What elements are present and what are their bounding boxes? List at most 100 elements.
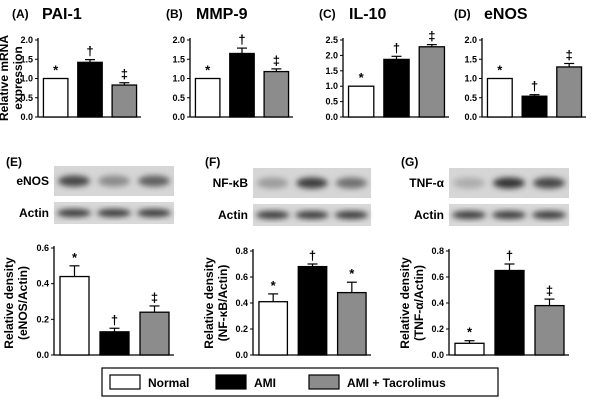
bar-normal xyxy=(194,77,221,118)
significance-mark: * xyxy=(349,266,355,281)
bar-normal xyxy=(347,85,375,118)
y-axis-label-g-line: (TNF-α/Actin) xyxy=(412,265,426,341)
y-tick-label: 0.6 xyxy=(36,243,49,253)
bar-ami xyxy=(383,58,410,118)
legend-label: AMI + Tacrolimus xyxy=(347,376,446,390)
panel-letter: (C) xyxy=(319,7,336,21)
y-tick-label: 0.5 xyxy=(464,93,477,103)
y-tick-label: 0.6 xyxy=(235,272,248,282)
actin-band xyxy=(531,211,567,219)
bar-ami-tacrolimus xyxy=(111,84,138,118)
y-tick-label: 0.0 xyxy=(325,112,338,122)
actin-band xyxy=(334,211,369,219)
bar-ami xyxy=(77,61,103,118)
y-axis-label-f: Relative density(NF-κB/Actin) xyxy=(202,257,230,349)
y-axis-label-e: Relative density(eNOS/Actin) xyxy=(2,257,30,349)
panel-g: (G) TNF-α Actin 0.0 0.2 0.4 0.6 0.8 * † ‡ xyxy=(401,155,569,360)
significance-mark: † xyxy=(86,44,93,59)
bar-normal xyxy=(486,77,513,118)
figure-layer: (A) PAI-1 0.0 0.5 1.0 1.5 2.0 * † ‡ (B) MMP-9 0.0 0.5… xyxy=(0,6,586,397)
y-tick-label: 0.6 xyxy=(431,272,444,282)
panel-letter: (A) xyxy=(12,7,29,21)
bar-normal xyxy=(258,301,289,356)
significance-mark: ‡ xyxy=(546,283,553,298)
panel-title: PAI-1 xyxy=(42,6,82,23)
panel-c: (C) IL-10 0.0 0.5 1.0 1.5 2.0 2.5 * † ‡ xyxy=(319,6,449,122)
bar-ami-tacrolimus xyxy=(139,311,170,356)
panel-letter: (F) xyxy=(205,155,220,169)
bar-ami xyxy=(297,265,328,356)
bar-ami-tacrolimus xyxy=(556,66,583,118)
y-tick-label: 1.0 xyxy=(172,74,185,84)
y-tick-label: 0.0 xyxy=(431,350,444,360)
panel-title: eNOS xyxy=(484,6,528,23)
actin-band xyxy=(255,211,290,219)
significance-mark: ‡ xyxy=(273,53,280,68)
significance-mark: † xyxy=(531,79,538,94)
significance-mark: † xyxy=(506,248,513,263)
actin-band xyxy=(491,211,527,219)
significance-mark: ‡ xyxy=(566,47,573,62)
blot-band xyxy=(138,175,170,187)
y-tick-label: 0.0 xyxy=(36,350,49,360)
significance-mark: ‡ xyxy=(121,67,128,82)
legend-swatch xyxy=(308,374,340,390)
y-tick-label: 0.8 xyxy=(431,246,444,256)
y-axis-label-mrna: Relative mRNAexpression xyxy=(0,35,25,121)
y-tick-label: 0.0 xyxy=(172,112,185,122)
bar-normal xyxy=(59,275,90,356)
significance-mark: * xyxy=(497,63,503,78)
significance-mark: ‡ xyxy=(151,290,158,305)
significance-mark: * xyxy=(72,250,78,265)
y-tick-label: 0.0 xyxy=(464,112,477,122)
y-tick-label: 0.4 xyxy=(235,298,248,308)
y-tick-label: 2.0 xyxy=(172,35,185,45)
bar-ami-tacrolimus xyxy=(534,304,565,356)
bar-ami-tacrolimus xyxy=(263,70,290,118)
panel-e: (E) eNOS Actin 0.0 0.2 0.4 0.6 * † ‡ xyxy=(6,155,174,360)
bar-ami xyxy=(99,331,130,356)
y-tick-label: 1.0 xyxy=(325,81,338,91)
significance-mark: * xyxy=(53,63,59,78)
panel-d: (D) eNOS 0.0 0.5 1.0 1.5 2.0 * † ‡ xyxy=(454,6,586,122)
actin-label: Actin xyxy=(414,208,444,222)
significance-mark: ‡ xyxy=(428,29,435,44)
legend-label: AMI xyxy=(254,376,276,390)
y-tick-label: 0.5 xyxy=(20,93,33,103)
bar-ami-tacrolimus xyxy=(336,291,367,356)
blot-label: NF-κB xyxy=(213,176,249,190)
legend-swatch xyxy=(109,374,141,390)
significance-mark: † xyxy=(238,32,245,47)
y-axis-label-f-line: (NF-κB/Actin) xyxy=(216,265,230,342)
y-tick-label: 0.8 xyxy=(235,246,248,256)
actin-band xyxy=(96,209,132,217)
blot-band xyxy=(58,175,90,187)
blot-band xyxy=(453,177,485,189)
bar-ami xyxy=(521,95,548,118)
y-axis-label-mrna-line: expression xyxy=(11,46,25,109)
bar-normal xyxy=(42,77,69,118)
legend-swatch xyxy=(215,374,247,390)
actin-band xyxy=(56,209,92,217)
y-tick-label: 0.5 xyxy=(172,93,185,103)
actin-band xyxy=(136,209,172,217)
y-tick-label: 1.5 xyxy=(464,54,477,64)
y-axis-label-e-line: (eNOS/Actin) xyxy=(16,266,30,340)
blot-band xyxy=(296,177,328,189)
y-tick-label: 2.0 xyxy=(464,35,477,45)
y-tick-label: 1.0 xyxy=(20,74,33,84)
legend-label: Normal xyxy=(148,376,189,390)
panel-title: MMP-9 xyxy=(196,6,248,23)
y-tick-label: 0.2 xyxy=(235,324,248,334)
bar-ami-tacrolimus xyxy=(418,46,446,118)
panel-letter: (B) xyxy=(166,7,183,21)
blot-label: TNF-α xyxy=(409,176,444,190)
panel-title: IL-10 xyxy=(349,6,386,23)
y-axis-label-mrna-line: Relative mRNA xyxy=(0,35,11,121)
y-tick-label: 2.5 xyxy=(325,35,338,45)
y-tick-label: 0.0 xyxy=(235,350,248,360)
y-tick-label: 1.0 xyxy=(464,74,477,84)
blot-band xyxy=(98,175,130,187)
significance-mark: * xyxy=(271,278,277,293)
